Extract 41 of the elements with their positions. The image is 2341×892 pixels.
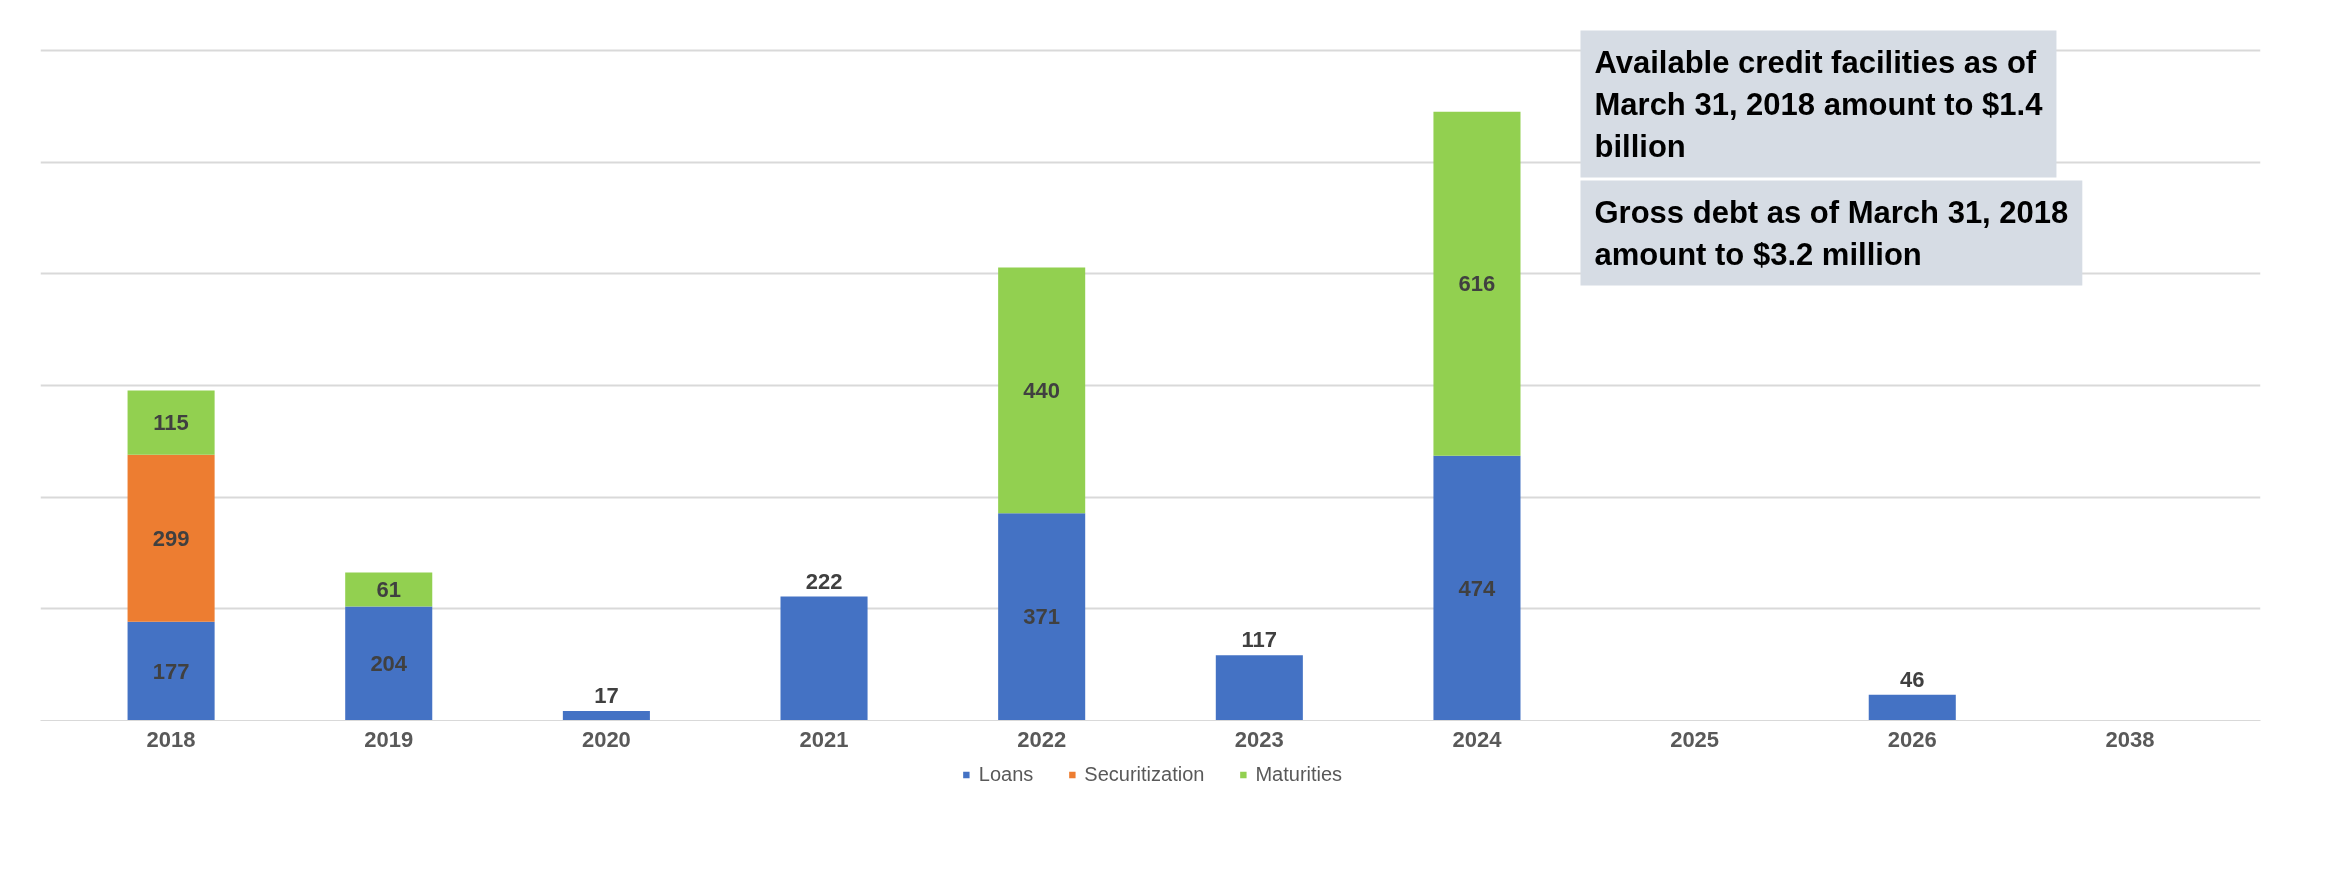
data-label: 177 bbox=[152, 658, 190, 684]
data-label: 371 bbox=[1023, 604, 1061, 630]
data-label: 299 bbox=[152, 525, 190, 551]
x-tick-label: 2038 bbox=[2105, 726, 2155, 752]
bar bbox=[1433, 111, 1521, 456]
bar bbox=[780, 596, 868, 721]
x-tick-label: 2018 bbox=[146, 726, 196, 752]
x-tick-label: 2021 bbox=[799, 726, 849, 752]
x-tick-label: 2019 bbox=[364, 726, 414, 752]
bar bbox=[998, 267, 1086, 514]
bar bbox=[998, 513, 1086, 721]
data-label: 474 bbox=[1458, 575, 1497, 601]
data-label: 117 bbox=[1241, 627, 1278, 653]
x-tick-label: 2026 bbox=[1887, 726, 1937, 752]
bar bbox=[127, 454, 215, 622]
x-tick-label: 2020 bbox=[581, 726, 631, 752]
data-label: 17 bbox=[594, 683, 619, 709]
bar bbox=[1433, 455, 1521, 721]
x-tick-label: 2023 bbox=[1234, 726, 1284, 752]
bar bbox=[562, 711, 650, 721]
annotation: Gross debt as of March 31, 2018 amount to $3.2 million bbox=[1594, 194, 2069, 272]
data-label: 115 bbox=[153, 410, 189, 436]
data-label: 440 bbox=[1023, 377, 1061, 403]
bar bbox=[345, 606, 433, 721]
bar bbox=[1215, 655, 1303, 721]
legend-label: Loans bbox=[978, 762, 1034, 786]
bar bbox=[127, 621, 215, 721]
data-label: 204 bbox=[370, 651, 408, 677]
data-label: 61 bbox=[376, 577, 401, 603]
annotation: Available credit facilities as of March 31, 2018 amount to $1.4 billion bbox=[1594, 44, 2044, 164]
x-tick-label: 2025 bbox=[1670, 726, 1720, 752]
x-tick-label: 2022 bbox=[1017, 726, 1067, 752]
data-label: 222 bbox=[805, 568, 843, 594]
x-tick-label: 2024 bbox=[1452, 726, 1503, 752]
bar bbox=[1868, 694, 1956, 721]
bar bbox=[127, 390, 215, 455]
bar bbox=[345, 572, 433, 607]
legend-label: Securitization bbox=[1084, 762, 1205, 786]
data-label: 46 bbox=[1900, 666, 1925, 692]
legend-label: Maturities bbox=[1255, 762, 1343, 786]
data-label: 616 bbox=[1458, 271, 1496, 297]
